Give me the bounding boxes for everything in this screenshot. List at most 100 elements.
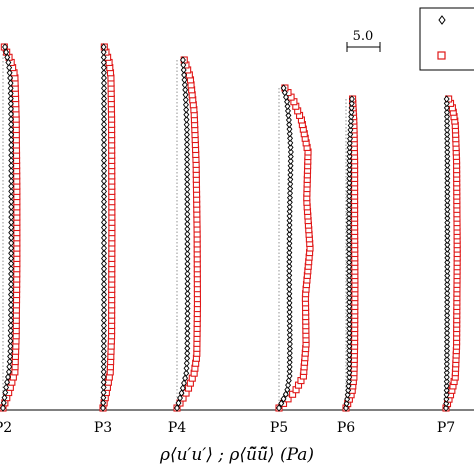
series-red-p4 (173, 56, 202, 412)
black-diamond-point (184, 170, 191, 179)
black-diamond-point (346, 143, 353, 152)
black-diamond-point (343, 404, 349, 412)
black-diamond-point (444, 232, 451, 240)
black-diamond-point (184, 265, 191, 273)
black-diamond-point (8, 197, 15, 206)
series-black-p6 (343, 95, 355, 412)
black-diamond-point (346, 258, 353, 267)
black-diamond-point (100, 311, 107, 319)
black-diamond-point (101, 223, 107, 232)
black-diamond-point (8, 141, 15, 149)
black-diamond-point (346, 187, 353, 196)
black-diamond-point (346, 346, 353, 355)
black-diamond-point (286, 344, 293, 353)
black-diamond-point (443, 346, 450, 355)
black-diamond-point (346, 360, 353, 368)
black-diamond-point (7, 84, 14, 92)
black-diamond-point (101, 218, 107, 227)
black-diamond-point (444, 245, 451, 253)
black-diamond-point (286, 317, 293, 325)
black-diamond-point (346, 293, 353, 302)
black-diamond-point (443, 386, 450, 395)
black-diamond-point (346, 214, 352, 222)
black-diamond-point (345, 382, 352, 390)
black-diamond-point (346, 205, 353, 214)
black-diamond-point (182, 91, 189, 99)
black-diamond-point (101, 79, 107, 87)
black-diamond-point (444, 311, 451, 320)
black-diamond-point (286, 372, 293, 380)
black-diamond-point (182, 374, 189, 382)
black-diamond-point (100, 337, 107, 345)
black-diamond-point (8, 218, 15, 227)
black-diamond-point (444, 338, 450, 346)
black-diamond-point (287, 152, 294, 161)
black-diamond-point (8, 285, 14, 294)
black-diamond-point (184, 289, 191, 298)
black-diamond-point (184, 145, 190, 154)
black-diamond-point (346, 364, 353, 372)
black-diamond-point (8, 259, 15, 268)
black-diamond-point (287, 189, 294, 197)
black-diamond-point (8, 172, 15, 180)
black-diamond-point (184, 339, 191, 348)
black-diamond-point (343, 399, 350, 408)
black-diamond-point (284, 385, 291, 394)
black-diamond-point (286, 221, 293, 229)
black-diamond-point (346, 351, 353, 359)
black-diamond-point (346, 342, 353, 350)
black-diamond-point (184, 344, 191, 353)
black-diamond-point (184, 245, 191, 253)
black-diamond-point (8, 290, 14, 299)
black-diamond-point (184, 235, 191, 243)
black-diamond-point (8, 270, 15, 278)
black-diamond-point (287, 143, 294, 152)
black-diamond-point (101, 141, 107, 149)
black-diamond-point (346, 245, 353, 253)
black-diamond-point (286, 276, 293, 284)
black-diamond-point (443, 377, 450, 386)
black-diamond-point (346, 271, 353, 280)
black-diamond-point (183, 140, 190, 149)
black-diamond-point (184, 175, 191, 184)
black-diamond-point (286, 335, 293, 344)
black-diamond-point (348, 95, 355, 103)
black-diamond-point (8, 182, 15, 190)
black-diamond-point (8, 239, 15, 247)
black-diamond-point (183, 369, 190, 377)
black-diamond-point (101, 110, 107, 118)
black-diamond-point (444, 324, 451, 333)
black-diamond-point (276, 404, 282, 412)
black-diamond-point (6, 63, 13, 72)
black-diamond-point (8, 192, 15, 201)
black-diamond-point (100, 301, 107, 309)
black-diamond-point (443, 355, 450, 364)
series-black-p4 (174, 56, 191, 412)
black-diamond-point (4, 53, 11, 62)
black-diamond-point (346, 333, 353, 342)
series-layer (0, 43, 461, 412)
black-diamond-point (287, 175, 294, 184)
black-diamond-point (100, 347, 107, 355)
black-diamond-point (5, 368, 12, 376)
black-diamond-point (346, 165, 353, 174)
black-diamond-point (346, 263, 353, 271)
black-diamond-point (346, 302, 353, 311)
black-diamond-point (7, 311, 14, 319)
black-diamond-point (287, 139, 294, 147)
black-diamond-point (7, 342, 14, 350)
black-diamond-point (286, 280, 293, 289)
black-diamond-point (286, 358, 293, 367)
black-diamond-point (183, 105, 190, 114)
black-diamond-point (101, 161, 107, 170)
black-diamond-point (346, 368, 353, 377)
black-diamond-point (346, 289, 353, 297)
black-diamond-point (348, 99, 355, 108)
black-diamond-point (346, 148, 353, 156)
black-diamond-point (183, 130, 190, 139)
black-diamond-point (286, 248, 293, 257)
black-diamond-point (178, 389, 185, 397)
black-diamond-point (8, 203, 15, 211)
black-diamond-point (444, 280, 451, 289)
black-diamond-point (101, 280, 107, 288)
